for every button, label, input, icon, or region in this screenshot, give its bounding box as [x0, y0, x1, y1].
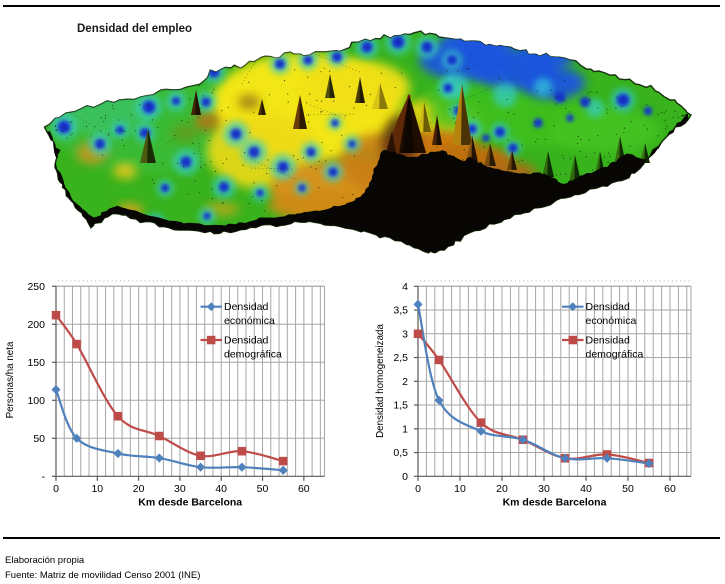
svg-text:Densidad: Densidad — [586, 301, 631, 313]
svg-text:Densidad: Densidad — [224, 335, 269, 347]
svg-text:40: 40 — [580, 483, 592, 495]
svg-text:20: 20 — [496, 483, 508, 495]
svg-text:0,5: 0,5 — [393, 447, 408, 459]
svg-text:50: 50 — [622, 483, 634, 495]
svg-text:10: 10 — [454, 483, 466, 495]
svg-text:Densidad del empleo: Densidad del empleo — [77, 23, 192, 35]
svg-text:0: 0 — [53, 483, 59, 495]
svg-text:250: 250 — [27, 281, 45, 293]
svg-text:150: 150 — [27, 357, 45, 369]
svg-text:económica: económica — [224, 315, 275, 327]
svg-text:Fuente: Matriz de movilidad Ce: Fuente: Matriz de movilidad Censo 2001 (… — [5, 570, 200, 581]
svg-text:3: 3 — [402, 328, 408, 340]
svg-text:económica: económica — [586, 315, 637, 327]
svg-text:10: 10 — [91, 483, 103, 495]
svg-text:Densidad: Densidad — [224, 301, 269, 313]
svg-text:Km desde Barcelona: Km desde Barcelona — [503, 496, 607, 508]
svg-text:Densidad homogeneizada: Densidad homogeneizada — [375, 324, 386, 438]
svg-text:1,5: 1,5 — [393, 400, 408, 412]
svg-text:50: 50 — [257, 483, 269, 495]
svg-text:Km desde Barcelona: Km desde Barcelona — [138, 496, 242, 508]
svg-text:2,5: 2,5 — [393, 352, 408, 364]
svg-text:Elaboración propia: Elaboración propia — [5, 555, 85, 566]
svg-text:60: 60 — [664, 483, 676, 495]
svg-text:Personas/ha neta: Personas/ha neta — [5, 341, 16, 418]
svg-text:0: 0 — [402, 471, 408, 483]
svg-text:100: 100 — [27, 395, 45, 407]
svg-text:demográfica: demográfica — [586, 349, 644, 361]
svg-text:3,5: 3,5 — [393, 305, 408, 317]
svg-text:2: 2 — [402, 376, 408, 388]
svg-text:40: 40 — [215, 483, 227, 495]
svg-text:1: 1 — [402, 423, 408, 435]
svg-text:4: 4 — [402, 281, 408, 293]
svg-text:demográfica: demográfica — [224, 349, 282, 361]
svg-text:30: 30 — [174, 483, 186, 495]
svg-text:30: 30 — [538, 483, 550, 495]
svg-text:200: 200 — [27, 319, 45, 331]
svg-text:Densidad: Densidad — [586, 335, 631, 347]
svg-text:-: - — [42, 471, 46, 483]
svg-text:50: 50 — [33, 433, 45, 445]
svg-text:0: 0 — [415, 483, 421, 495]
svg-text:20: 20 — [133, 483, 145, 495]
svg-text:60: 60 — [298, 483, 310, 495]
